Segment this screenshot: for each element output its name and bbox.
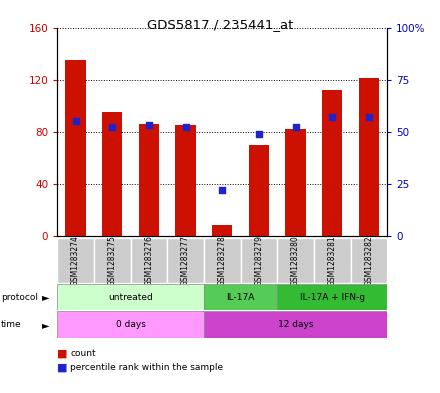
Text: percentile rank within the sample: percentile rank within the sample	[70, 363, 224, 372]
Point	[219, 187, 226, 193]
Bar	[167, 238, 204, 283]
Point	[365, 114, 372, 120]
Point	[109, 124, 116, 130]
Text: GSM1283282: GSM1283282	[364, 235, 374, 286]
Bar	[204, 311, 387, 338]
Point	[255, 130, 262, 137]
Bar	[212, 225, 232, 236]
Bar	[277, 284, 387, 310]
Point	[329, 114, 336, 120]
Bar	[139, 124, 159, 236]
Text: IL-17A: IL-17A	[226, 293, 255, 301]
Bar	[131, 238, 167, 283]
Text: 0 days: 0 days	[116, 320, 146, 329]
Point	[182, 124, 189, 130]
Bar	[57, 284, 204, 310]
Bar	[57, 311, 204, 338]
Text: ►: ►	[42, 292, 50, 302]
Text: 12 days: 12 days	[278, 320, 313, 329]
Bar	[102, 112, 122, 236]
Text: IL-17A + IFN-g: IL-17A + IFN-g	[300, 293, 365, 301]
Text: ■: ■	[57, 349, 68, 359]
Bar	[204, 238, 241, 283]
Bar	[57, 238, 94, 283]
Text: GSM1283280: GSM1283280	[291, 235, 300, 286]
Bar	[204, 284, 277, 310]
Point	[292, 124, 299, 130]
Text: GSM1283277: GSM1283277	[181, 235, 190, 286]
Text: GSM1283279: GSM1283279	[254, 235, 264, 286]
Bar	[314, 238, 351, 283]
Bar	[249, 145, 269, 236]
Text: ■: ■	[57, 362, 68, 373]
Text: time: time	[1, 320, 22, 329]
Text: count: count	[70, 349, 96, 358]
Text: ►: ►	[42, 320, 50, 330]
Bar	[66, 60, 86, 236]
Bar	[359, 78, 379, 236]
Text: GDS5817 / 235441_at: GDS5817 / 235441_at	[147, 18, 293, 31]
Text: GSM1283276: GSM1283276	[144, 235, 154, 286]
Bar	[176, 125, 196, 236]
Text: protocol: protocol	[1, 293, 38, 301]
Text: GSM1283274: GSM1283274	[71, 235, 80, 286]
Text: GSM1283281: GSM1283281	[328, 235, 337, 286]
Text: GSM1283278: GSM1283278	[218, 235, 227, 286]
Bar	[94, 238, 131, 283]
Bar	[351, 238, 387, 283]
Bar	[241, 238, 277, 283]
Point	[145, 122, 152, 129]
Bar	[286, 129, 306, 236]
Text: untreated: untreated	[108, 293, 153, 301]
Bar	[322, 90, 342, 236]
Bar	[277, 238, 314, 283]
Text: GSM1283275: GSM1283275	[108, 235, 117, 286]
Point	[72, 118, 79, 124]
